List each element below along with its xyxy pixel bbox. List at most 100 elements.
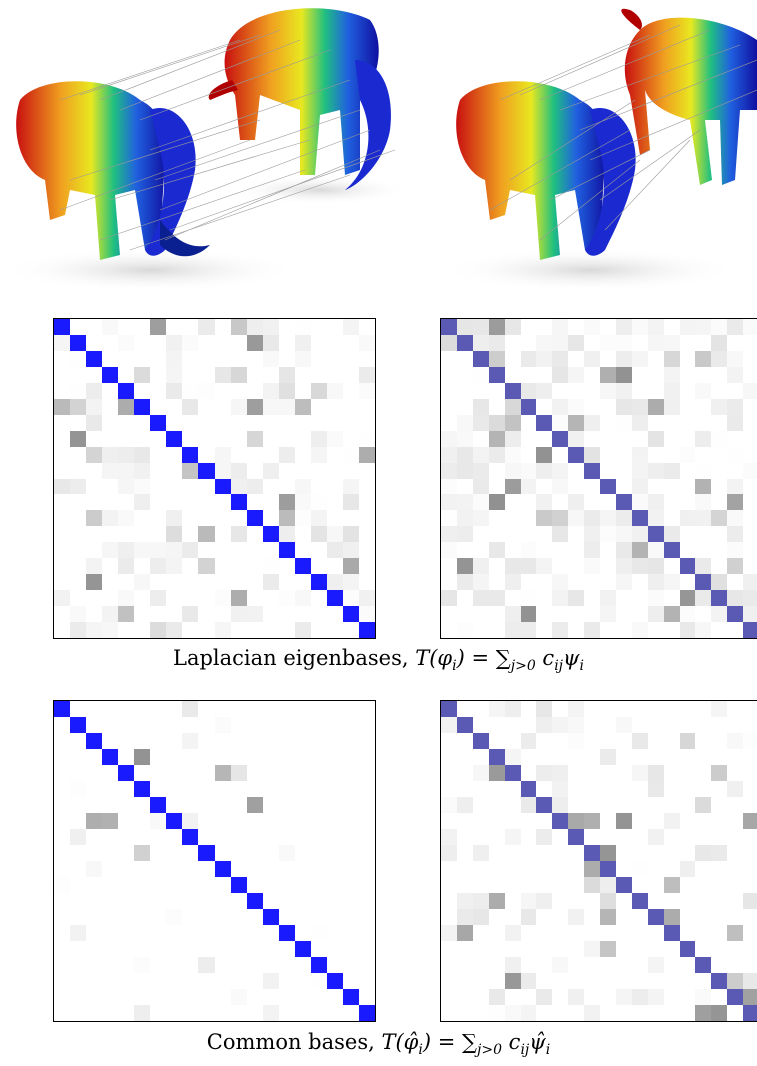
matrix-cell — [134, 797, 152, 813]
matrix-cell — [679, 398, 696, 415]
matrix-cell — [504, 334, 521, 351]
matrix-diagonal-cell — [631, 893, 648, 909]
matrix-cell — [504, 973, 521, 989]
matrix-cell — [326, 813, 344, 829]
matrix-cell — [214, 526, 232, 543]
matrix-cell — [711, 701, 728, 717]
matrix-cell — [600, 526, 616, 543]
matrix-cell — [711, 797, 728, 813]
matrix-cell — [584, 350, 601, 367]
matrix-cell — [134, 542, 152, 559]
matrix-cell — [214, 749, 232, 765]
matrix-cell — [342, 845, 360, 861]
matrix-cell — [552, 717, 569, 733]
matrix-diagonal-cell — [326, 973, 344, 989]
matrix-cell — [504, 957, 521, 973]
matrix-cell — [246, 973, 264, 989]
matrix-cell — [584, 925, 601, 941]
matrix-cell — [230, 414, 248, 431]
matrix-cell — [182, 382, 200, 399]
matrix-cell — [150, 845, 168, 861]
matrix-cell — [230, 590, 248, 607]
matrix-cell — [150, 925, 168, 941]
matrix-cell — [262, 414, 280, 431]
matrix-cell — [310, 941, 328, 957]
matrix-cell — [584, 781, 601, 797]
matrix-cell — [679, 909, 696, 925]
matrix-cell — [743, 781, 757, 797]
correspondence-lines-right — [489, 24, 757, 241]
matrix-cell — [456, 749, 473, 765]
matrix-cell — [134, 510, 152, 527]
matrix-cell — [294, 494, 312, 511]
matrix-cell — [326, 319, 344, 335]
matrix-cell — [711, 717, 728, 733]
matrix-cell — [615, 813, 632, 829]
matrix-cell — [310, 797, 328, 813]
matrix-cell — [214, 973, 232, 989]
matrix-cell — [278, 701, 296, 717]
matrix-cell — [70, 893, 88, 909]
matrix-cell — [342, 526, 360, 543]
shape-correspondence-right — [440, 0, 757, 300]
matrix-cell — [342, 542, 360, 559]
matrix-cell — [520, 701, 537, 717]
matrix-cell — [536, 845, 553, 861]
matrix-cell — [326, 733, 344, 749]
matrix-cell — [520, 941, 537, 957]
matrix-cell — [472, 941, 489, 957]
matrix-cell — [358, 845, 375, 861]
matrix-cell — [246, 829, 264, 845]
matrix-cell — [456, 957, 473, 973]
matrix-cell — [182, 350, 200, 367]
matrix-cell — [102, 717, 120, 733]
matrix-cell — [310, 845, 328, 861]
matrix-cell — [504, 925, 521, 941]
matrix-cell — [472, 861, 489, 877]
matrix-cell — [727, 414, 744, 431]
matrix-cell — [663, 893, 680, 909]
matrix-cell — [230, 813, 248, 829]
matrix-cell — [262, 494, 280, 511]
matrix-cell — [584, 590, 601, 607]
matrix-cell — [647, 717, 664, 733]
matrix-cell — [166, 1005, 184, 1021]
matrix-cell — [441, 957, 457, 973]
matrix-cell — [358, 398, 375, 415]
matrix-cell — [214, 558, 232, 575]
matrix-cell — [214, 462, 232, 479]
matrix-cell — [568, 701, 585, 717]
matrix-cell — [441, 941, 457, 957]
matrix-cell — [70, 973, 88, 989]
matrix-cell — [294, 430, 312, 447]
matrix-cell — [631, 334, 648, 351]
matrix-diagonal-cell — [246, 510, 264, 527]
matrix-cell — [294, 909, 312, 925]
matrix-cell — [647, 1005, 664, 1021]
matrix-cell — [456, 382, 473, 399]
matrix-cell — [214, 813, 232, 829]
matrix-cell — [230, 941, 248, 957]
matrix-cell — [70, 622, 88, 638]
matrix-cell — [150, 733, 168, 749]
matrix-cell — [679, 622, 696, 638]
matrix-cell — [246, 701, 264, 717]
matrix-cell — [278, 957, 296, 973]
matrix-cell — [310, 829, 328, 845]
matrix-cell — [472, 781, 489, 797]
matrix-cell — [134, 973, 152, 989]
matrix-diagonal-cell — [198, 845, 216, 861]
matrix-cell — [310, 590, 328, 607]
matrix-cell — [488, 877, 505, 893]
matrix-cell — [520, 606, 537, 623]
matrix-cell — [198, 813, 216, 829]
matrix-cell — [727, 925, 744, 941]
matrix-cell — [54, 558, 71, 575]
matrix-diagonal-cell — [102, 749, 120, 765]
matrix-cell — [727, 622, 744, 638]
matrix-cell — [166, 398, 184, 415]
matrix-cell — [615, 366, 632, 383]
matrix-cell — [182, 909, 200, 925]
matrix-cell — [663, 733, 680, 749]
matrix-cell — [278, 414, 296, 431]
